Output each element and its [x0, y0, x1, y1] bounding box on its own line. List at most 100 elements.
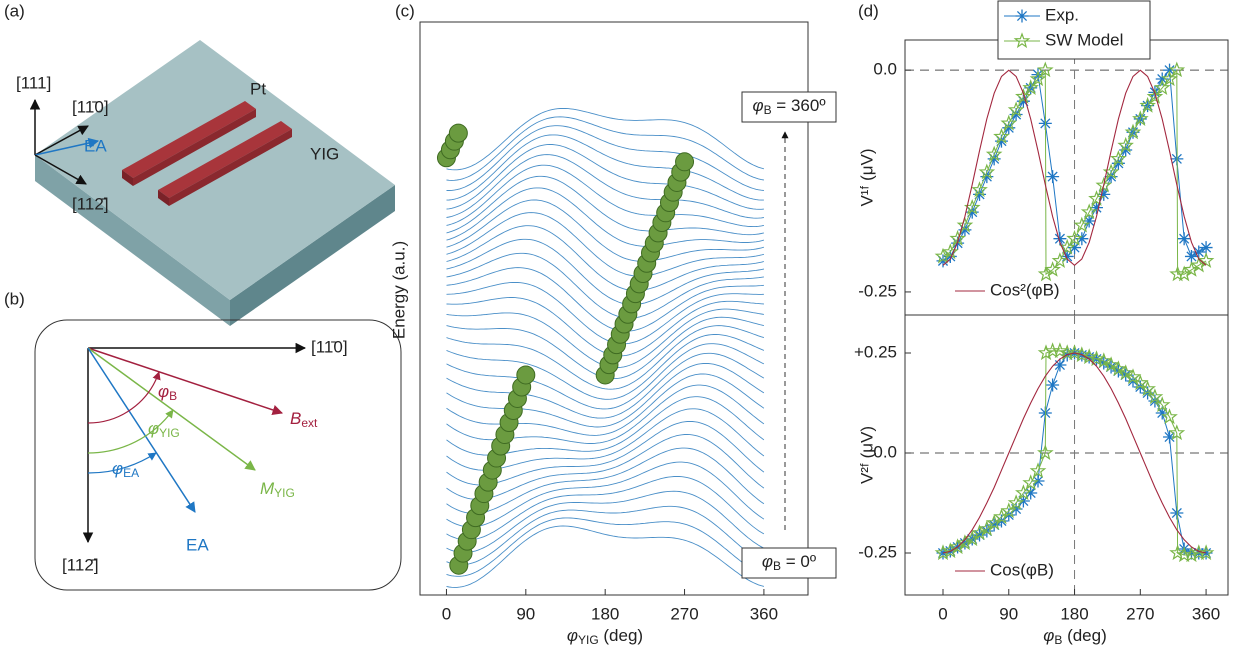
- marker-star: [1168, 61, 1186, 78]
- axis-label: [11̄0]: [72, 97, 109, 116]
- marker-asterisk: [980, 170, 994, 184]
- subscript: B: [773, 559, 781, 573]
- symbol: φ: [1043, 626, 1054, 645]
- plot-frame: [904, 314, 1229, 596]
- marker-star: [1183, 261, 1200, 277]
- marker-asterisk: [973, 187, 987, 201]
- marker-star: [1175, 265, 1193, 282]
- marker-star: [1029, 70, 1047, 87]
- yig-label: YIG: [310, 144, 339, 163]
- marker-star: [1153, 396, 1171, 413]
- series-line: [942, 352, 1207, 554]
- marker-asterisk: [1177, 232, 1191, 246]
- x-axis-label: φB (deg): [1043, 626, 1107, 647]
- energy-curve: [446, 517, 765, 577]
- symbol: φ: [752, 96, 763, 115]
- x-tick-label: 90: [999, 604, 1018, 623]
- marker-star: [1102, 163, 1120, 180]
- energy-curve: [446, 281, 764, 345]
- marker-star: [1037, 265, 1055, 282]
- marker-star: [1015, 484, 1032, 501]
- panel-label: (b): [4, 289, 25, 308]
- marker-star: [1073, 216, 1091, 233]
- marker-star: [1146, 88, 1164, 104]
- energy-curve: [446, 225, 765, 291]
- slab-side: [230, 185, 395, 326]
- marker-asterisk: [994, 134, 1008, 148]
- energy-minimum: [448, 123, 468, 143]
- panel-b: (b) [11̄0] [112̄] φB Bext φYIG MYIG φEA …: [4, 289, 402, 591]
- marker-star: [1190, 256, 1208, 273]
- marker-asterisk: [1163, 63, 1177, 77]
- marker-star: [949, 538, 966, 555]
- energy-curve: [446, 164, 764, 228]
- marker-star: [1139, 380, 1156, 397]
- text: = 360º: [772, 96, 826, 115]
- marker-asterisk: [1031, 68, 1045, 82]
- marker-star: [1007, 101, 1025, 118]
- y-axis-label: V²ᶠ (μV): [857, 426, 876, 484]
- energy-curve: [446, 187, 765, 247]
- axis-label: [112̄]: [62, 555, 99, 574]
- marker-star: [1058, 238, 1076, 255]
- marker-asterisk: [1104, 170, 1118, 184]
- marker-asterisk: [1060, 249, 1074, 263]
- marker-star: [1161, 408, 1178, 425]
- y-axis-label: Energy (a.u.): [389, 241, 408, 339]
- marker-star: [1197, 544, 1215, 561]
- marker-star: [1007, 494, 1025, 511]
- marker-star: [956, 216, 974, 233]
- energy-curve: [446, 144, 764, 210]
- energy-curve: [446, 297, 764, 357]
- symbol: φ: [567, 626, 578, 645]
- phi-ea-label: φEA: [112, 459, 139, 480]
- pt-label: Pt: [250, 79, 266, 98]
- panel-d-data: 0.0 -0.25 V¹ᶠ (μV) Cos²(φB) +0.25 0.0 -0.25 0 90…: [854, 39, 1229, 623]
- panel-c: (c) Energy (a.u.) φYIG (deg): [389, 1, 809, 647]
- marker-star: [971, 181, 988, 198]
- panel-label: (c): [395, 1, 415, 20]
- slab-side: [35, 155, 230, 326]
- energy-curve: [446, 384, 765, 444]
- marker-asterisk: [965, 205, 979, 219]
- x-tick-label: 270: [1126, 604, 1154, 623]
- x-tick-label: 0: [938, 604, 947, 623]
- axis-label: [11̄0]: [311, 337, 348, 356]
- marker-star: [934, 247, 952, 264]
- series-line: [942, 69, 1207, 267]
- energy-curve: [446, 525, 765, 588]
- marker-star: [1013, 32, 1031, 49]
- legend-box: [997, 0, 1151, 60]
- energy-curve: [446, 373, 765, 436]
- symbol: B: [290, 409, 301, 428]
- legend: Exp. SW Model: [1004, 5, 1123, 49]
- energy-curve: [446, 475, 765, 541]
- x-axis-label: φYIG (deg): [567, 626, 643, 647]
- pt-bar-side: [158, 190, 169, 206]
- marker-star: [1183, 546, 1200, 563]
- marker-star: [1197, 252, 1215, 269]
- marker-star: [1015, 88, 1032, 104]
- marker-asterisk: [1155, 72, 1169, 86]
- marker-star: [1146, 388, 1164, 405]
- bext-label: Bext: [290, 409, 318, 430]
- subscript: B: [1054, 633, 1062, 647]
- symbol: φ: [762, 552, 773, 571]
- myig-arrow: [87, 347, 256, 471]
- subscript: EA: [123, 466, 139, 480]
- phi-b-label: φB: [158, 382, 177, 403]
- pt-bar-side: [122, 170, 133, 186]
- marker-star: [1066, 344, 1083, 361]
- panel-box: [34, 319, 402, 591]
- marker-asterisk: [1046, 170, 1060, 184]
- marker-star: [1124, 123, 1142, 140]
- energy-curve: [446, 125, 764, 191]
- y-tick-label: +0.25: [854, 342, 897, 361]
- marker-asterisk: [1097, 187, 1111, 201]
- marker-star: [1066, 229, 1083, 246]
- subscript: B: [764, 103, 772, 117]
- bext-arrow: [87, 347, 283, 415]
- marker-asterisk: [1024, 486, 1038, 500]
- marker-asterisk: [1082, 214, 1096, 228]
